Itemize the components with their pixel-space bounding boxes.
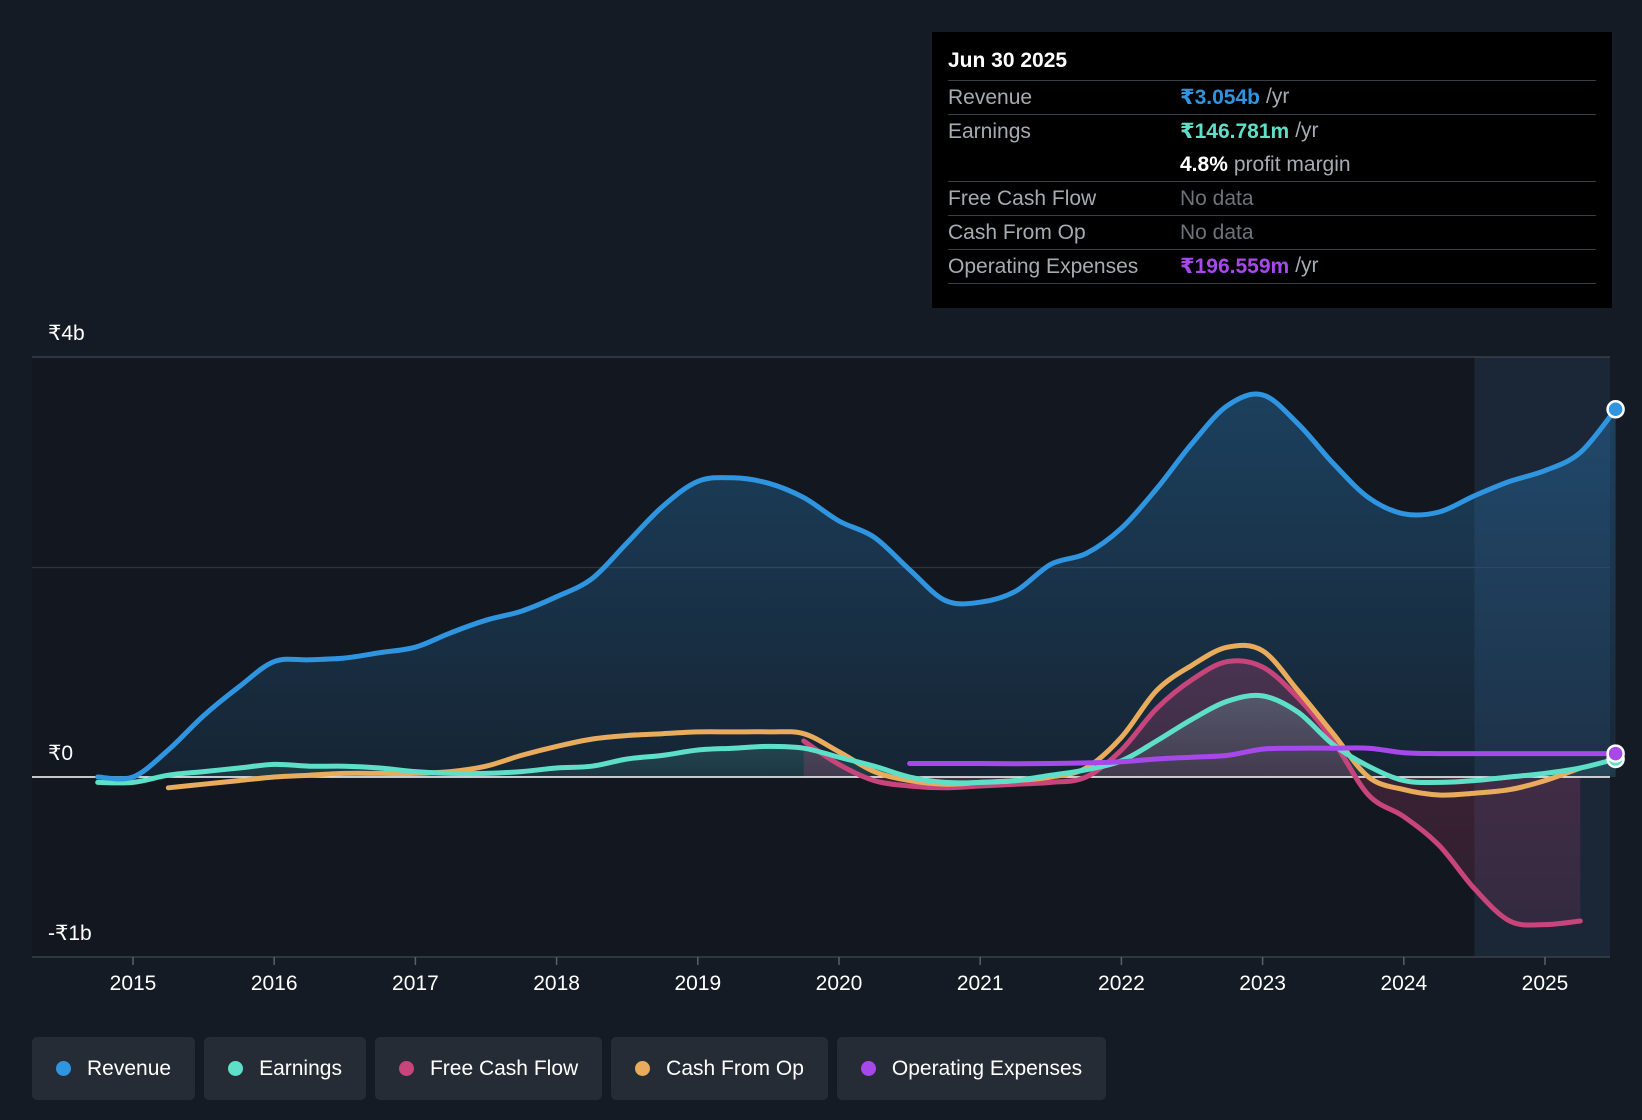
tooltip-fcf-label: Free Cash Flow (948, 186, 1097, 210)
y-tick-label: ₹4b (48, 322, 85, 345)
x-tick-label: 2024 (1380, 972, 1427, 995)
legend-dot-cash-from-op (635, 1061, 651, 1076)
opex-end-marker (1606, 744, 1625, 763)
tooltip-fcf-value: No data (1180, 186, 1254, 210)
x-tick-label: 2017 (392, 972, 439, 995)
chart-area: ₹4b ₹0 -₹1b 2015 2016 2017 2018 2019 2020 2021 202… (32, 322, 1625, 995)
x-tick-label: 2021 (957, 972, 1004, 995)
y-tick-label: ₹0 (48, 742, 73, 765)
x-tick-label: 2016 (251, 972, 298, 995)
tooltip-cfo-label: Cash From Op (948, 220, 1086, 244)
tooltip-revenue-unit: /yr (1266, 85, 1290, 108)
x-tick-label: 2022 (1098, 972, 1145, 995)
legend-item-cash-from-op[interactable]: Cash From Op (611, 1037, 828, 1100)
opex-line (907, 745, 1619, 767)
tooltip-row-margin: 4.8% profit margin (948, 148, 1596, 181)
revenue-end-marker (1606, 400, 1625, 419)
legend-dot-free-cash-flow (398, 1061, 414, 1076)
tooltip-margin-value: 4.8% (1180, 152, 1228, 176)
legend-label-cash-from-op: Cash From Op (666, 1056, 804, 1080)
legend-label-operating-expenses: Operating Expenses (891, 1056, 1083, 1080)
legend: Revenue Earnings Free Cash Flow Cash Fro… (32, 1037, 1107, 1100)
tooltip-row-cfo: Cash From Op No data (948, 215, 1596, 249)
tooltip-revenue-label: Revenue (948, 85, 1033, 109)
legend-item-earnings[interactable]: Earnings (204, 1037, 366, 1100)
legend-dot-revenue (56, 1061, 71, 1076)
x-tick-label: 2023 (1239, 972, 1286, 995)
tooltip-row-earnings: Earnings ₹146.781m /yr (948, 114, 1596, 148)
tooltip-panel: Jun 30 2025 Revenue ₹3.054b /yr Earnings… (932, 32, 1612, 308)
x-tick-label: 2020 (816, 972, 863, 995)
tooltip-cfo-value: No data (1180, 220, 1254, 244)
legend-label-earnings: Earnings (259, 1056, 342, 1080)
x-tick-label: 2015 (110, 972, 157, 995)
fcf-line (801, 658, 1583, 928)
tooltip-earnings-label: Earnings (948, 119, 1031, 143)
tooltip-earnings-unit: /yr (1295, 119, 1319, 142)
legend-dot-earnings (228, 1061, 244, 1076)
tooltip-opex-label: Operating Expenses (948, 254, 1139, 278)
legend-label-free-cash-flow: Free Cash Flow (429, 1056, 579, 1080)
y-tick-label: -₹1b (48, 922, 92, 945)
legend-item-operating-expenses[interactable]: Operating Expenses (836, 1037, 1107, 1100)
tooltip-opex-value: ₹196.559m (1180, 255, 1290, 278)
tooltip-margin-text: profit margin (1233, 152, 1351, 176)
tooltip-row-revenue: Revenue ₹3.054b /yr (948, 80, 1596, 114)
tooltip-opex-unit: /yr (1295, 254, 1319, 277)
tooltip-earnings-value: ₹146.781m (1180, 120, 1290, 143)
earnings-line (95, 692, 1619, 786)
legend-label-revenue: Revenue (87, 1056, 172, 1080)
x-tick-label: 2025 (1522, 972, 1569, 995)
tooltip-date: Jun 30 2025 (948, 49, 1068, 72)
tooltip-revenue-value: ₹3.054b (1180, 86, 1260, 109)
tooltip-row-opex: Operating Expenses ₹196.559m /yr (948, 249, 1596, 283)
legend-item-free-cash-flow[interactable]: Free Cash Flow (374, 1037, 603, 1100)
revenue-line (95, 391, 1619, 782)
legend-dot-operating-expenses (860, 1061, 876, 1076)
x-tick-label: 2018 (533, 972, 580, 995)
x-tick-label: 2019 (674, 972, 721, 995)
legend-item-revenue[interactable]: Revenue (32, 1037, 196, 1100)
tooltip-row-fcf: Free Cash Flow No data (948, 181, 1596, 215)
